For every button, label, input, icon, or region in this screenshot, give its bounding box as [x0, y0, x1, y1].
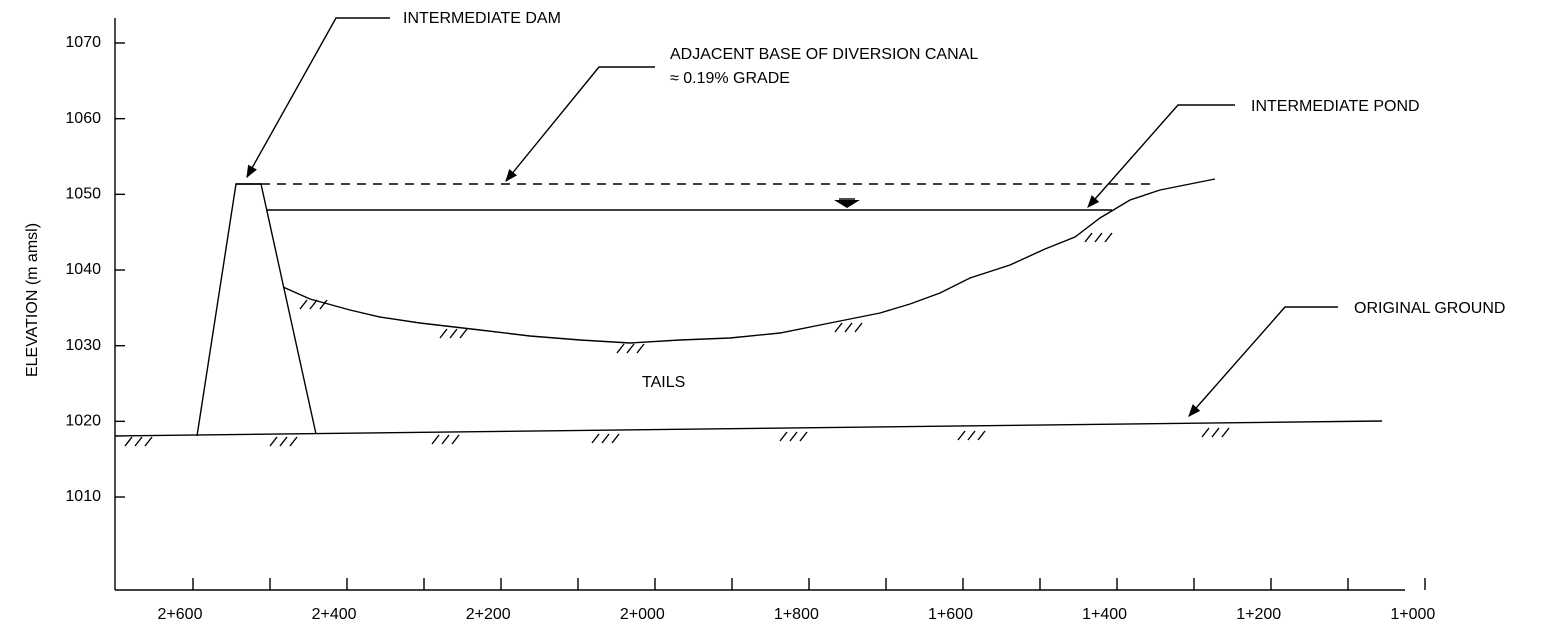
hatch — [1104, 232, 1113, 243]
hatch — [144, 436, 153, 447]
hatch — [431, 434, 440, 445]
x-tick-label: 1+000 — [1390, 606, 1435, 623]
water-symbol — [834, 200, 860, 208]
y-tick-label: 1040 — [65, 261, 101, 278]
hatch — [591, 433, 600, 444]
leader — [246, 17, 390, 179]
hatch — [844, 322, 853, 333]
section-drawing — [114, 178, 1383, 447]
leader — [1087, 104, 1235, 208]
hatch — [1201, 427, 1210, 438]
hatch — [834, 322, 843, 333]
hatch — [319, 299, 328, 310]
x-tick-label: 1+200 — [1236, 606, 1281, 623]
x-tick-label: 2+000 — [620, 606, 665, 623]
y-tick-label: 1060 — [65, 110, 101, 127]
y-axis-label: ELEVATION (m amsl) — [24, 223, 41, 377]
annotation: INTERMEDIATE POND — [1251, 98, 1420, 115]
hatch — [1084, 232, 1093, 243]
leader — [505, 66, 655, 182]
x-tick-label: 2+400 — [312, 606, 357, 623]
x-tick-label: 2+200 — [466, 606, 511, 623]
y-tick-label: 1050 — [65, 186, 101, 203]
hatch — [611, 433, 620, 444]
hatch — [289, 436, 298, 447]
leaders — [246, 17, 1338, 417]
y-tick-label: 1010 — [65, 488, 101, 505]
hatch — [269, 436, 278, 447]
hatch — [134, 436, 143, 447]
hatch — [779, 431, 788, 442]
hatch — [789, 431, 798, 442]
hatch — [279, 436, 288, 447]
ticks: 1010 1020 1030 1040 1050 1060 1070 2+600 2+400 2+… — [65, 34, 1435, 623]
axes — [114, 18, 1405, 591]
x-tick-label: 2+600 — [158, 606, 203, 623]
annotation: TAILS — [642, 374, 685, 391]
x-tick-label: 1+800 — [774, 606, 819, 623]
annotation: ORIGINAL GROUND — [1354, 300, 1505, 317]
hatch — [977, 430, 986, 441]
hatch — [441, 434, 450, 445]
hatch — [451, 434, 460, 445]
hatch — [601, 433, 610, 444]
hatch — [1094, 232, 1103, 243]
hatch — [309, 299, 318, 310]
hatch — [1211, 427, 1220, 438]
hatch — [459, 328, 468, 339]
y-tick-label: 1070 — [65, 34, 101, 51]
annotation: ≈ 0.19% GRADE — [670, 70, 790, 87]
hatch — [439, 328, 448, 339]
hatch — [799, 431, 808, 442]
hatch — [967, 430, 976, 441]
x-tick-label: 1+400 — [1082, 606, 1127, 623]
y-tick-label: 1020 — [65, 413, 101, 430]
annotation: ADJACENT BASE OF DIVERSION CANAL — [670, 46, 978, 63]
annotation: INTERMEDIATE DAM — [403, 10, 561, 27]
hatch — [124, 436, 133, 447]
leader — [1188, 306, 1338, 417]
tails-surface — [282, 178, 1216, 344]
hatch — [957, 430, 966, 441]
dam — [196, 183, 317, 437]
hatch — [636, 343, 645, 354]
hatch — [854, 322, 863, 333]
hatch — [299, 299, 308, 310]
original-ground — [114, 420, 1383, 437]
hatch — [626, 343, 635, 354]
hatches — [124, 232, 1230, 447]
hatch — [1221, 427, 1230, 438]
hatch — [616, 343, 625, 354]
y-tick-label: 1030 — [65, 337, 101, 354]
x-tick-label: 1+600 — [928, 606, 973, 623]
hatch — [449, 328, 458, 339]
